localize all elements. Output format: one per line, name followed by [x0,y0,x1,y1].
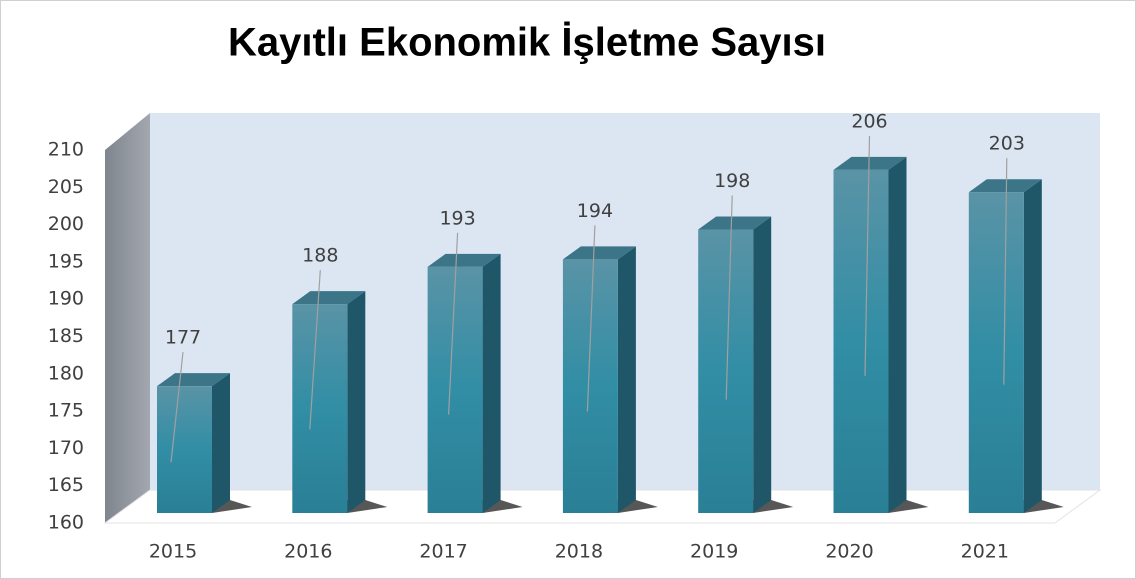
bar-side [347,291,366,513]
bar-side [1023,179,1042,513]
bar [833,169,889,513]
x-tick-label: 2018 [555,541,603,563]
y-tick-label: 175 [48,400,84,422]
data-label: 193 [439,207,475,229]
x-tick-label: 2020 [825,541,873,563]
side-wall [105,113,150,523]
x-tick-label: 2017 [419,541,467,563]
leader-line [586,225,596,412]
leader-line [309,270,321,430]
leader-line [448,232,459,415]
bar-top [292,291,366,305]
data-label: 188 [302,245,338,267]
y-tick-label: 195 [48,250,84,272]
x-tick-label: 2015 [149,541,197,563]
x-tick-label: 2021 [961,541,1009,563]
bar [157,386,212,513]
chart-title: Kayıtlı Ekonomik İşletme Sayısı [228,21,826,65]
y-tick-label: 185 [48,325,84,347]
bar-top [157,373,230,387]
leader-line [725,195,733,400]
data-label: 206 [851,110,887,132]
bar-side [212,373,230,513]
bar-side [753,216,772,513]
x-tick-label: 2016 [284,541,332,563]
y-tick-label: 200 [48,213,84,235]
bar [562,259,618,513]
leader-line [864,135,871,376]
bar-side [482,253,501,513]
data-label: 203 [989,133,1025,155]
bar-top [698,216,772,230]
bar [427,266,483,513]
data-label: 194 [577,200,613,222]
data-label: 198 [714,170,750,192]
bar-top [427,253,501,267]
y-tick-label: 190 [48,288,84,310]
y-tick-label: 180 [48,362,84,384]
y-tick-label: 170 [48,437,84,459]
y-tick-label: 165 [48,474,84,496]
bar-top [968,179,1042,193]
bar [968,192,1024,513]
bar-side [888,156,907,513]
bar-top [562,246,636,260]
leader-line [170,352,184,463]
bar [292,304,348,513]
bar [698,229,754,513]
y-tick-label: 205 [48,176,84,198]
bar-top [833,156,907,170]
plot: 160 165 170 175 180 185 190 195 200 205 210 2015 177… [48,110,1064,563]
y-tick-label: 160 [48,512,84,534]
data-label: 177 [165,327,201,349]
x-tick-label: 2019 [690,541,738,563]
y-tick-label: 210 [48,139,84,161]
bar-side [617,246,636,514]
leader-line [1003,158,1008,385]
